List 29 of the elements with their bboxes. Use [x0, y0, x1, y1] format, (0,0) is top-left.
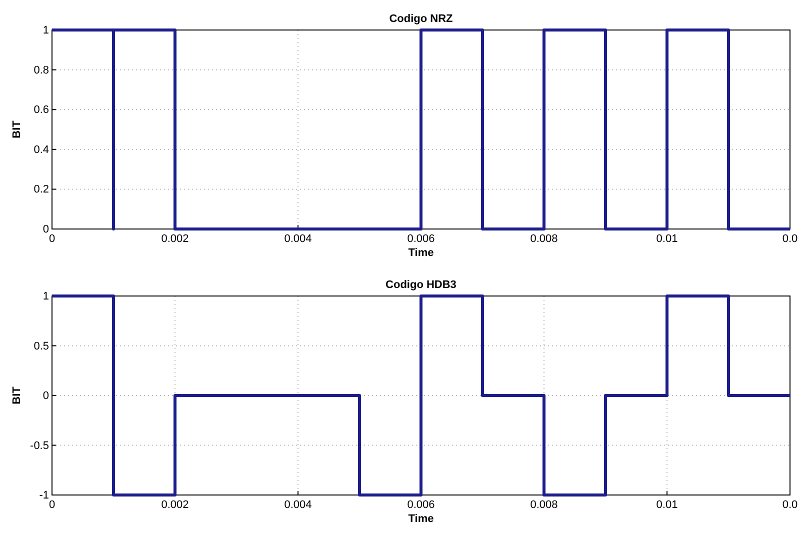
x-tick-label: 0.006: [407, 232, 435, 245]
x-tick-label: 0.006: [407, 498, 435, 511]
x-tick-label: 0.0: [782, 232, 798, 245]
y-axis-title: BIT: [11, 120, 23, 138]
y-tick-label: 0.2: [34, 184, 49, 196]
y-tick-label: 0.6: [34, 104, 49, 116]
y-tick-label: -0.5: [30, 440, 49, 452]
x-tick-label: 0.01: [656, 498, 678, 511]
y-tick-label: 1: [42, 24, 49, 37]
x-tick-label: 0.002: [161, 498, 189, 511]
chart-title: Codigo NRZ: [389, 13, 454, 25]
y-tick-label: 0.5: [34, 340, 49, 352]
x-tick-label: 0.008: [530, 232, 558, 245]
x-tick-label: 0.0: [782, 498, 798, 511]
y-tick-label: 1: [42, 290, 49, 303]
x-tick-label: 0.008: [530, 498, 558, 511]
y-tick-label: 0.8: [34, 64, 49, 76]
y-tick-label: 0.4: [34, 144, 49, 156]
x-axis-title: Time: [408, 247, 434, 259]
chart-title: Codigo HDB3: [386, 279, 456, 291]
y-tick-label: 0: [42, 390, 49, 402]
y-axis-title: BIT: [11, 386, 23, 404]
x-tick-label: 0.01: [656, 232, 678, 245]
x-tick-label: 0.004: [284, 232, 312, 245]
x-tick-label: 0.004: [284, 498, 312, 511]
x-tick-label: 0.002: [161, 232, 189, 245]
y-tick-label: 0: [42, 224, 49, 236]
x-axis-title: Time: [408, 513, 434, 525]
y-tick-label: -1: [39, 490, 49, 502]
